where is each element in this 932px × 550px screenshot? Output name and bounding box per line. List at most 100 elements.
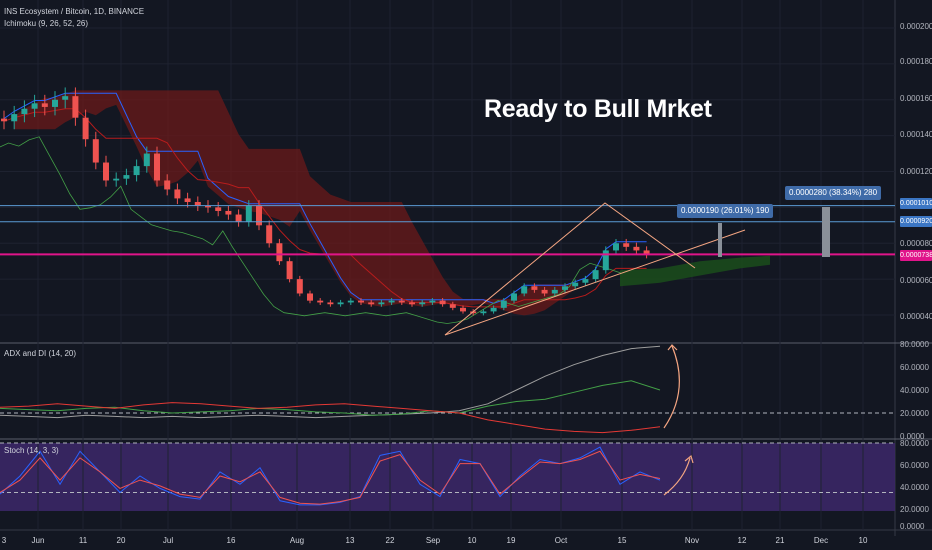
target-bar-2: [822, 207, 830, 257]
candle-body: [398, 300, 405, 303]
ichimoku-cloud-bearish: [14, 90, 576, 316]
x-axis-label: Aug: [289, 536, 305, 545]
adx-label: ADX and DI (14, 20): [4, 349, 77, 358]
candle-body: [245, 205, 252, 222]
adx-scale-label: 40.0000: [900, 386, 929, 395]
candle-body: [174, 189, 181, 199]
candle-body: [347, 300, 354, 303]
x-axis-label: 3: [1, 536, 7, 545]
triangle-lower-edge: [444, 229, 746, 336]
level-tag-upper: 0.0001010: [900, 198, 932, 209]
x-axis-label: 15: [617, 536, 627, 545]
adx-scale-label: 80.0000: [900, 340, 929, 349]
candle-body: [480, 311, 487, 314]
adx-scale-label: 60.0000: [900, 363, 929, 372]
x-axis-label: Oct: [554, 536, 568, 545]
ichimoku-cloud: [14, 90, 770, 316]
stoch-d-line: [0, 450, 661, 505]
candle-body: [633, 246, 640, 251]
x-axis-label: 10: [858, 536, 868, 545]
candle-body: [337, 302, 344, 305]
candle-body: [103, 162, 109, 181]
candle-body: [154, 153, 160, 181]
adx-scale-label: 20.0000: [900, 409, 929, 418]
adx-arrowhead: [667, 344, 678, 351]
current-price-tag: 0.0000738: [900, 250, 932, 261]
candle-body: [225, 210, 232, 215]
stoch-arrow: [663, 457, 691, 496]
candle-body: [194, 201, 201, 206]
candle-body: [602, 250, 609, 271]
headline-annotation: Ready to Bull Mrket: [484, 95, 712, 123]
candle-body: [613, 243, 619, 251]
adx-pane: [0, 344, 895, 434]
candle-body: [368, 302, 375, 305]
x-axis-label: 19: [506, 536, 516, 545]
adx-arrow: [663, 345, 680, 429]
stoch-arrowhead: [684, 454, 694, 464]
candle-body: [72, 96, 79, 118]
candle-body: [449, 304, 456, 308]
stoch-scale-label: 20.0000: [900, 505, 929, 514]
x-axis-label: Nov: [684, 536, 700, 545]
x-axis-label: 12: [737, 536, 747, 545]
candle-body: [286, 261, 293, 280]
candle-body: [133, 166, 140, 176]
lagging-span: [0, 136, 621, 324]
di-minus-line: [0, 402, 661, 434]
candle-body: [266, 225, 273, 244]
triangle-upper-edge: [444, 202, 696, 336]
candle-body: [184, 198, 191, 202]
candle-body: [551, 289, 558, 294]
target-bar-1: [718, 223, 722, 257]
candle-body: [11, 114, 18, 122]
stoch-k-line: [0, 446, 661, 506]
adx-scale-label: 0.0000: [900, 432, 925, 441]
candle-body: [490, 307, 497, 312]
candle-body: [541, 289, 548, 294]
candle-body: [256, 205, 262, 226]
x-axis-label: 13: [345, 536, 355, 545]
candle-body: [164, 180, 171, 190]
candle-body: [307, 293, 313, 301]
candle-body: [296, 279, 303, 294]
stoch-scale-label: 60.0000: [900, 461, 929, 470]
stoch-scale-label: 40.0000: [900, 483, 929, 492]
candle-body: [123, 175, 130, 179]
stoch-pane: [0, 442, 895, 506]
candle-body: [1, 118, 7, 122]
candle-body: [562, 286, 568, 290]
x-axis-label: 22: [385, 536, 395, 545]
candle-body: [409, 302, 415, 305]
candle-body: [623, 243, 630, 247]
x-axis-label: 20: [116, 536, 126, 545]
candle-body: [143, 153, 150, 167]
candle-body: [276, 243, 283, 262]
target-box-1: 0.0000190 (26.01%) 190: [677, 204, 774, 218]
stoch-scale-label: 0.0000: [900, 522, 925, 531]
candle-body: [592, 270, 599, 280]
candle-body: [205, 205, 211, 208]
symbol-title: INS Ecosystem / Bitcoin, 1D, BINANCE: [4, 7, 145, 16]
candle-body: [215, 207, 222, 211]
x-axis-label: Jul: [162, 536, 174, 545]
ichimoku-label: Ichimoku (9, 26, 52, 26): [4, 19, 89, 28]
candle-body: [52, 99, 58, 107]
target-box-2: 0.0000280 (38.34%) 280: [785, 186, 882, 200]
candle-body: [62, 96, 69, 100]
candle-body: [235, 214, 242, 222]
candle-body: [317, 300, 324, 303]
candle-body: [511, 293, 517, 301]
candle-body: [21, 108, 28, 115]
candle-body: [113, 178, 120, 181]
candle-body: [500, 300, 507, 308]
level-tag-lower: 0.0000920: [900, 216, 932, 227]
